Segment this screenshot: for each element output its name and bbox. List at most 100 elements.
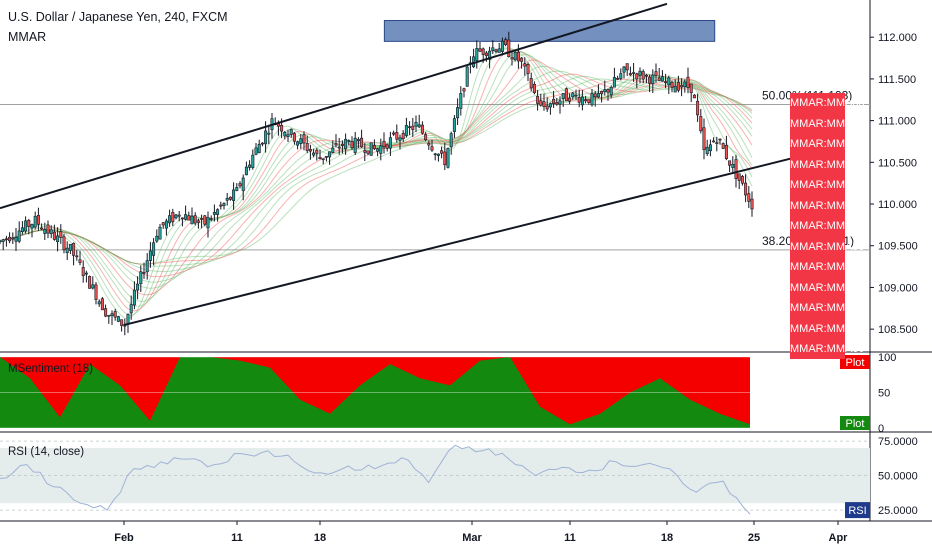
rsi-tag xyxy=(845,502,870,519)
candle-body xyxy=(744,182,748,196)
candle-body xyxy=(360,137,364,148)
candle-body xyxy=(40,227,44,230)
candle-body xyxy=(436,153,440,156)
candle-body xyxy=(81,267,85,277)
mmar-ribbon-line xyxy=(0,78,753,267)
candle-body xyxy=(577,96,581,103)
mmar-ribbon-line xyxy=(0,53,753,302)
candle-body xyxy=(606,89,610,93)
candle-body xyxy=(363,150,367,153)
candle-body xyxy=(139,271,143,284)
candle-body xyxy=(129,304,133,314)
candle-body xyxy=(0,240,2,243)
candle-body xyxy=(75,255,79,258)
candle-body xyxy=(622,66,626,73)
mmar-label: MMAR:MMA65 xyxy=(790,195,865,216)
candle-body xyxy=(155,235,159,242)
candle-body xyxy=(1,239,5,242)
candle-body xyxy=(542,101,546,107)
mmar-ribbon-line xyxy=(0,47,753,320)
candle-body xyxy=(574,94,578,97)
chart-title: U.S. Dollar / Japanese Yen, 240, FXCM xyxy=(8,10,228,24)
candle-body xyxy=(462,88,466,92)
mmar-label: MMAR:MMA55 xyxy=(790,236,865,257)
sentiment-tag-bottom-label: Plot xyxy=(846,418,865,430)
time-tick-label: 18 xyxy=(314,532,326,544)
candle-body xyxy=(280,124,284,132)
mmar-label: MMAR:MMA30 xyxy=(790,339,865,359)
candle-body xyxy=(145,260,149,273)
candle-body xyxy=(244,166,248,176)
candle-body xyxy=(430,146,434,151)
mmar-ribbon-line xyxy=(0,59,753,296)
candle-body xyxy=(24,220,28,232)
candle-body xyxy=(88,276,92,289)
candle-body xyxy=(644,74,648,77)
candle-body xyxy=(654,71,658,76)
sentiment-tag-top xyxy=(840,355,870,369)
candle-body xyxy=(120,319,124,326)
candle-body xyxy=(52,231,56,240)
candle-body xyxy=(107,314,111,317)
candle-body xyxy=(174,214,178,219)
candle-body xyxy=(286,134,290,137)
candle-body xyxy=(289,129,293,135)
candle-body xyxy=(510,57,514,60)
price-tick-label: 108.500 xyxy=(878,324,918,336)
mmar-label: MMAR:MMA75 xyxy=(790,154,865,175)
candle-body xyxy=(132,289,136,306)
sentiment-tick-label: 0 xyxy=(878,423,884,435)
candle-body xyxy=(283,131,287,137)
candle-body xyxy=(353,137,357,153)
sentiment-tick-label: 50 xyxy=(878,388,890,400)
candle-body xyxy=(449,133,453,148)
mmar-label: MMAR:MMA35 xyxy=(790,318,865,339)
candle-body xyxy=(206,217,210,229)
candle-body xyxy=(417,124,421,128)
candle-body xyxy=(724,144,728,160)
candle-body xyxy=(11,237,15,240)
candle-body xyxy=(347,139,351,142)
candle-body xyxy=(625,63,629,71)
candle-body xyxy=(219,204,223,207)
candle-body xyxy=(404,125,408,136)
candle-body xyxy=(635,73,639,80)
candle-body xyxy=(580,96,584,106)
candle-body xyxy=(433,153,437,156)
candle-body xyxy=(161,222,165,226)
candle-body xyxy=(251,154,255,168)
candle-body xyxy=(36,215,40,225)
candle-body xyxy=(603,89,607,93)
candle-body xyxy=(596,93,600,98)
candle-body xyxy=(667,77,671,86)
candle-body xyxy=(308,149,312,152)
candle-body xyxy=(324,156,328,158)
candle-body xyxy=(49,229,53,235)
candle-body xyxy=(315,149,319,154)
candle-body xyxy=(689,83,693,93)
candle-body xyxy=(116,316,120,322)
candle-body xyxy=(305,143,309,151)
candle-body xyxy=(587,99,591,103)
candle-body xyxy=(72,243,76,256)
candle-body xyxy=(465,66,469,87)
candle-body xyxy=(14,237,18,242)
candle-body xyxy=(190,215,194,225)
candle-body xyxy=(225,198,229,201)
candle-body xyxy=(209,218,213,220)
candle-body xyxy=(148,250,152,261)
mmar-ribbon-line xyxy=(0,73,753,278)
candle-body xyxy=(392,132,396,135)
candle-body xyxy=(740,176,744,184)
candle-body xyxy=(168,215,172,224)
candle-body xyxy=(216,209,220,215)
trendline-upper-channel xyxy=(0,2,668,210)
candle-body xyxy=(638,70,642,76)
candle-body xyxy=(488,50,492,60)
candle-body xyxy=(78,259,82,263)
candle-body xyxy=(440,150,444,154)
candle-body xyxy=(456,107,460,119)
candle-body xyxy=(376,148,380,152)
candle-body xyxy=(411,125,415,130)
